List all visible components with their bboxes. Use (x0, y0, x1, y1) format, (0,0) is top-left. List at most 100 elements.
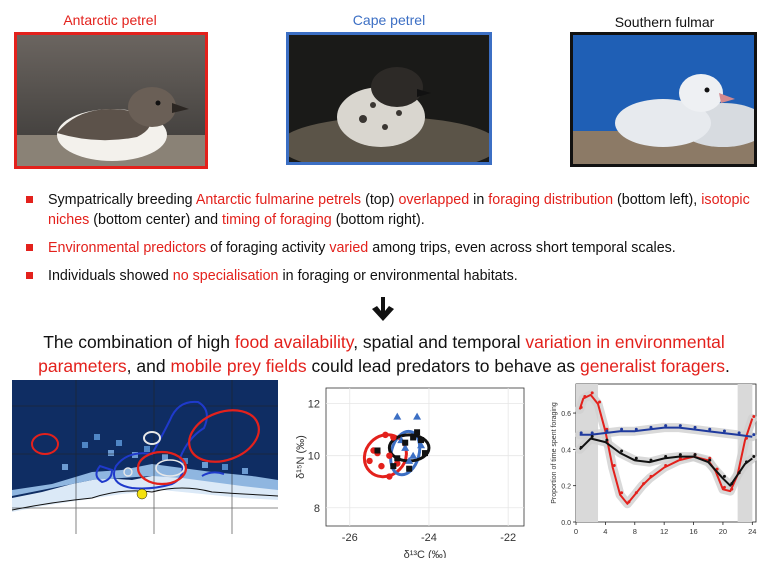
body-text: (bottom left), (613, 192, 702, 208)
finding-bullet-1: Sympatrically breeding Antarctic fulmari… (26, 190, 756, 230)
data-point (730, 482, 734, 486)
foraging-timing-chart: 0.0 0.2 0.4 0.6 0 4 8 12 16 20 24 Proportion of tim… (548, 382, 760, 544)
y-tick-label: 0.2 (561, 484, 571, 491)
highlight-text: Antarctic fulmarine petrels (195, 192, 362, 208)
highlight-text: Environmental predictors (48, 240, 207, 256)
data-point (378, 462, 385, 470)
y-axis-label: Proportion of time spent foraging (551, 402, 558, 504)
x-tick-label: 16 (689, 527, 697, 536)
body-text: The combination of high (43, 332, 235, 352)
x-axis-label: δ¹³C (‰) (404, 549, 447, 558)
cape-petrel-photo (286, 32, 492, 165)
data-point (737, 431, 741, 435)
series-line (578, 393, 754, 505)
body-text: of foraging activity (206, 240, 330, 256)
y-tick-label: 0.4 (561, 447, 571, 454)
highlight-text: foraging distribution (488, 192, 614, 208)
data-point (605, 429, 609, 433)
highlight-text: isotopic niches (48, 192, 750, 228)
y-axis-label: δ¹⁵N (‰) (295, 435, 307, 479)
data-point (590, 431, 594, 435)
plot-area (575, 383, 757, 523)
data-point (664, 454, 668, 458)
data-point (642, 482, 646, 486)
species-label-southern-fulmar: Southern fulmar (614, 14, 715, 30)
data-point (649, 458, 653, 462)
data-point (406, 465, 413, 472)
data-point (422, 450, 428, 457)
data-point (752, 415, 756, 418)
data-point (612, 464, 616, 468)
data-point (386, 473, 393, 480)
night-shading (576, 384, 599, 522)
data-point (413, 412, 422, 420)
niche-ellipse (389, 429, 422, 477)
southern-fulmar-photo (570, 32, 757, 167)
data-point (627, 500, 631, 504)
data-point (737, 471, 741, 475)
down-arrow-icon (372, 297, 394, 321)
data-point (605, 438, 609, 442)
body-text: . (724, 356, 730, 376)
highlight-text: food availability (234, 332, 354, 352)
timing-plot-svg: 0.0 0.2 0.4 0.6 0 4 8 12 16 20 24 Proportion of tim… (551, 383, 757, 536)
data-point (744, 436, 748, 440)
findings-list: Sympatrically breeding Antarctic fulmari… (26, 190, 756, 294)
data-point (708, 458, 712, 462)
body-text: (bottom right). (331, 212, 425, 228)
body-text: (bottom center) and (89, 212, 223, 228)
data-point (414, 429, 421, 436)
data-point (583, 395, 587, 399)
body-text: among trips, even across short temporal … (368, 240, 676, 256)
body-text: in foraging or environmental habitats. (278, 268, 518, 284)
x-tick-label: -22 (500, 532, 516, 544)
data-point (418, 437, 425, 444)
data-point (752, 433, 756, 437)
body-text: could lead predators to behave as (306, 356, 581, 376)
series-line (578, 437, 753, 487)
x-tick-label: 20 (719, 527, 727, 536)
data-point (620, 427, 624, 431)
highlight-text: no specialisation (172, 268, 279, 284)
y-tick-label: 12 (308, 399, 320, 411)
data-point (409, 451, 418, 459)
data-point (590, 434, 594, 438)
data-point (722, 429, 726, 433)
highlight-text: mobile prey fields (170, 356, 307, 376)
data-point (579, 445, 583, 449)
data-point (390, 434, 397, 441)
y-tick-label: 0.6 (561, 411, 571, 418)
highlight-text: overlapped (398, 192, 470, 208)
data-point (708, 427, 712, 431)
body-text: Sympatrically breeding (48, 192, 196, 208)
series-line (579, 426, 753, 438)
data-point (590, 391, 594, 395)
x-tick-label: 8 (633, 527, 637, 536)
species-label-cape-petrel: Cape petrel (352, 12, 426, 28)
x-tick-label: 24 (748, 527, 756, 536)
finding-bullet-3: Individuals showed no specialisation in … (26, 266, 756, 286)
body-text: , spatial and temporal (353, 332, 526, 352)
data-point (401, 443, 410, 451)
data-point (620, 491, 624, 495)
highlight-text: varied (329, 240, 369, 256)
x-tick-label: 0 (574, 527, 578, 536)
data-point (693, 453, 697, 457)
data-point (634, 427, 638, 431)
foraging-distribution-map (11, 380, 279, 534)
data-point (722, 485, 726, 489)
data-point (678, 424, 682, 428)
conclusion-text: The combination of high food availabilit… (0, 330, 768, 378)
data-point (664, 424, 668, 428)
y-tick-label: 8 (314, 503, 320, 515)
highlight-text: variation in environmental parameters (38, 332, 725, 376)
data-point (382, 431, 389, 439)
data-point (649, 474, 653, 478)
isotope-plot-svg: -26 -24 -22 8 10 12 δ¹³C (‰) δ¹⁵N (‰) (295, 387, 525, 561)
data-point (366, 457, 373, 465)
data-point (634, 456, 638, 460)
body-text: Individuals showed (48, 268, 173, 284)
x-tick-label: -24 (421, 532, 437, 544)
antarctic-petrel-photo (14, 32, 208, 169)
data-point (664, 464, 668, 468)
